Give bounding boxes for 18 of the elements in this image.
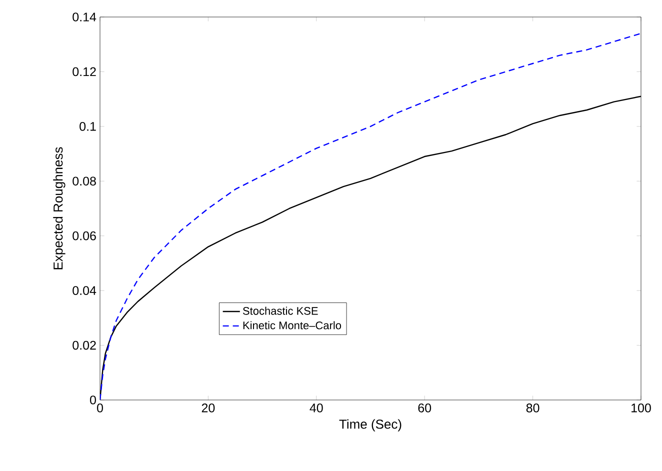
y-tick-label: 0.04 xyxy=(72,286,96,295)
y-tick-label: 0.12 xyxy=(72,67,96,76)
y-tick-label: 0.1 xyxy=(80,122,96,131)
legend-label: Kinetic Monte–Carlo xyxy=(243,321,342,330)
y-tick-label: 0.08 xyxy=(72,176,96,186)
x-tick-label: 0 xyxy=(97,404,103,412)
y-tick-label: 0.14 xyxy=(72,12,96,22)
y-axis-title: Expected Roughness xyxy=(53,147,66,270)
x-tick-label: 60 xyxy=(418,404,432,412)
x-tick-label: 80 xyxy=(526,404,540,412)
x-axis-title: Time (Sec) xyxy=(339,419,402,432)
x-tick-label: 100 xyxy=(632,404,651,412)
y-tick-label: 0.02 xyxy=(72,340,96,350)
legend-label: Stochastic KSE xyxy=(242,306,318,315)
x-tick-label: 40 xyxy=(310,404,323,412)
y-tick-label: 0.06 xyxy=(72,231,96,240)
y-tick-label: 0 xyxy=(90,396,96,404)
x-tick-label: 20 xyxy=(202,404,215,412)
